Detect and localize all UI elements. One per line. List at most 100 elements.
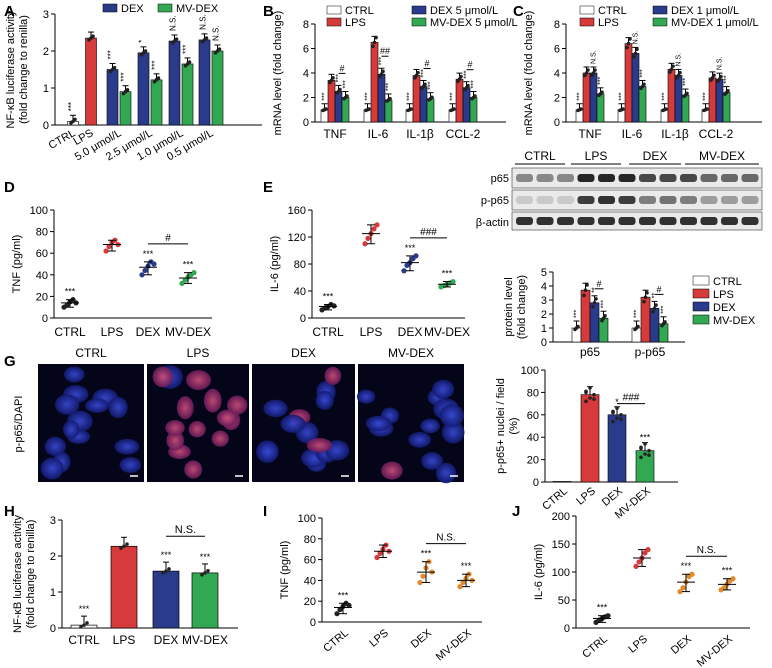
chart-e-point bbox=[413, 253, 419, 259]
chart-c-xtick-label: TNF bbox=[578, 127, 601, 141]
chart-h-ytick-label: 3 bbox=[50, 515, 56, 527]
chart-e-xtick-label: DEX bbox=[398, 325, 423, 339]
chart-j-ytick-label: 200 bbox=[552, 511, 570, 523]
chart-a-point bbox=[143, 49, 148, 53]
chart-c-bar bbox=[681, 94, 690, 123]
chart-a-bar bbox=[119, 91, 132, 126]
chart-a-ytick-label: 2 bbox=[43, 46, 49, 58]
chart-e-ytick-label: 160 bbox=[288, 205, 306, 217]
chart-b-legend-label: DEX 5 μmol/L bbox=[430, 5, 498, 17]
chart-b-bar bbox=[469, 97, 478, 123]
micrograph-nucleus bbox=[44, 436, 66, 457]
chart-c-sig: *** bbox=[662, 92, 669, 100]
chart-d-cmp-label: # bbox=[165, 233, 171, 244]
chart-c-point bbox=[710, 76, 715, 80]
chart-a-point bbox=[217, 47, 222, 51]
chart-f-legend-label: MV-DEX bbox=[713, 315, 756, 327]
chart-f-point bbox=[591, 304, 595, 309]
chart-b-bar bbox=[412, 75, 421, 123]
chart-b-point bbox=[473, 94, 477, 98]
chart-j-point bbox=[642, 550, 648, 556]
chart-b-xtick-label: IL-6 bbox=[368, 127, 389, 141]
micrograph-title: DEX bbox=[291, 346, 316, 360]
chart-e-cmp-label: ### bbox=[420, 227, 437, 238]
chart-d-sig: *** bbox=[65, 287, 76, 297]
chart-b-sig: *** bbox=[407, 92, 414, 100]
blot-band bbox=[639, 217, 656, 225]
micrograph-nucleus bbox=[40, 457, 64, 480]
chart-b-legend-label: CTRL bbox=[345, 5, 374, 17]
blot-row-label: β-actin bbox=[476, 217, 509, 229]
chart-f-sig: *** bbox=[601, 300, 608, 308]
chart-g-xtick-label: CTRL bbox=[540, 485, 570, 513]
chart-a-sig: *** bbox=[67, 102, 76, 111]
chart-g-sig: *** bbox=[640, 433, 651, 443]
micrograph-nucleus bbox=[184, 460, 203, 479]
chart-b-point bbox=[430, 95, 434, 100]
chart-g-bar bbox=[580, 394, 600, 483]
chart-c-point bbox=[621, 107, 625, 111]
micrograph-title: MV-DEX bbox=[388, 346, 434, 360]
blot-band bbox=[618, 217, 636, 225]
chart-f-cmp-label: # bbox=[596, 279, 601, 289]
chart-b-sig: *** bbox=[421, 69, 428, 77]
chart-b-bar bbox=[377, 73, 386, 123]
chart-c-sig: N.S. bbox=[676, 53, 683, 67]
chart-b-cmp-label: # bbox=[339, 63, 344, 73]
chart-c-point bbox=[593, 68, 597, 72]
chart-c-point bbox=[591, 71, 596, 75]
chart-g-point bbox=[647, 448, 651, 453]
chart-g-ytick-label: 20 bbox=[527, 455, 539, 467]
chart-b-bar bbox=[370, 42, 379, 123]
micrograph-nucleus bbox=[420, 418, 440, 434]
chart-g-bar bbox=[552, 481, 572, 483]
chart-b-xtick-label: CCL-2 bbox=[446, 127, 481, 141]
blot-band bbox=[598, 174, 615, 182]
chart-j-point bbox=[730, 576, 736, 582]
chart-d-ytick-label: 40 bbox=[36, 270, 48, 282]
chart-b-bar bbox=[334, 91, 343, 123]
chart-b-point bbox=[379, 72, 384, 77]
blot-strip bbox=[511, 189, 763, 211]
chart-g-point bbox=[592, 397, 596, 401]
chart-c-legend-label: LPS bbox=[598, 17, 619, 29]
micrograph-nucleus bbox=[119, 457, 142, 473]
chart-i-point bbox=[377, 550, 383, 556]
chart-c-point bbox=[726, 89, 730, 93]
blot-row-label: p65 bbox=[491, 173, 509, 185]
chart-e-point bbox=[401, 268, 407, 274]
chart-a-sig: *** bbox=[107, 50, 116, 59]
chart-b-cmp-label: ## bbox=[380, 46, 390, 56]
chart-c-bar bbox=[722, 92, 731, 123]
chart-c-legend-label: CTRL bbox=[598, 5, 627, 17]
chart-c-sig: *** bbox=[619, 92, 626, 100]
chart-h-cmp-label: N.S. bbox=[175, 524, 196, 536]
panel-label-C: C bbox=[513, 3, 524, 20]
chart-c-legend-swatch bbox=[652, 5, 668, 15]
chart-g-bar bbox=[607, 414, 627, 483]
chart-i-ytick-label: 60 bbox=[304, 555, 316, 567]
chart-c-point bbox=[632, 55, 636, 59]
chart-h-bar bbox=[191, 572, 219, 629]
chart-f-ytick-label: 4 bbox=[541, 281, 547, 293]
micrograph-panel bbox=[38, 364, 144, 482]
chart-c-bar bbox=[582, 72, 591, 123]
chart-e-ytick-label: 40 bbox=[294, 286, 306, 298]
chart-g-xtick-label: LPS bbox=[574, 485, 598, 508]
chart-g-ytick-label: 80 bbox=[527, 387, 539, 399]
chart-i-sig: *** bbox=[338, 590, 349, 600]
blot-band bbox=[516, 217, 533, 225]
chart-a-sig: N.S. bbox=[199, 14, 208, 30]
chart-j-ytick-label: 0 bbox=[564, 623, 570, 635]
chart-i-cmp-label: N.S. bbox=[436, 533, 455, 544]
micrograph-nucleus bbox=[421, 452, 444, 470]
micrograph-nucleus bbox=[152, 366, 173, 388]
chart-g-point bbox=[615, 406, 619, 410]
panel-label-D: D bbox=[4, 179, 15, 196]
micrograph-panel bbox=[147, 364, 249, 482]
chart-b-bar bbox=[419, 86, 428, 123]
chart-g-ylabel: (%) bbox=[508, 417, 520, 434]
chart-e-xtick-label: CTRL bbox=[312, 325, 344, 339]
chart-h-point bbox=[125, 542, 129, 546]
chart-b-point bbox=[324, 107, 328, 111]
